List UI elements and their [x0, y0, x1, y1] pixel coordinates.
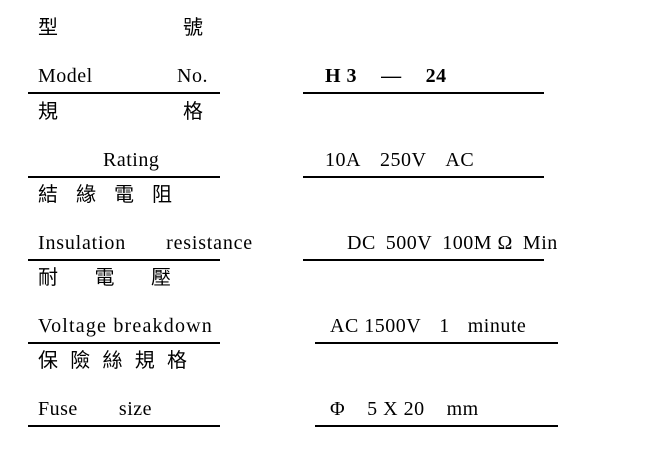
label-zh-part: 電 [94, 267, 115, 289]
label-en-part: Voltage breakdown [38, 315, 213, 337]
spec-value: AC 1500V 1 minute [330, 314, 526, 338]
label-en-part: No. [177, 65, 208, 87]
label-zh: 耐電壓 [38, 265, 171, 291]
value-cell: 10A 250V AC [303, 93, 544, 178]
value-part: 250V [379, 149, 427, 171]
value-part: AC 1500V [330, 315, 422, 337]
label-cell: 規格 Rating [28, 93, 220, 178]
value-part: minute [467, 315, 527, 337]
label-zh: 型號 [38, 15, 203, 41]
label-zh-part: 電 [114, 184, 134, 206]
label-zh-part: 壓 [151, 267, 171, 289]
label-en-part: size [118, 398, 152, 420]
value-part: 1 [439, 315, 450, 337]
label-cell: 結緣電阻 Insulation resistance [28, 176, 252, 261]
label-en: Rating [103, 148, 159, 172]
spec-value: Φ 5 X 20 mm [330, 397, 479, 421]
label-zh: 保險絲規格 [38, 348, 187, 374]
spec-row-rating: 規格 Rating 10A 250V AC [0, 93, 658, 178]
spec-value: H 3 — 24 [325, 64, 447, 88]
value-cell: DC 500V 100M Ω Min [303, 176, 557, 261]
label-en-part: Model [38, 65, 93, 87]
label-zh-part: 緣 [76, 184, 96, 206]
value-part: mm [446, 398, 479, 420]
label-cell: 型號 Model No. [28, 9, 220, 94]
spec-row-fuse-size: 保險絲規格 Fuse size Φ 5 X 20 mm [0, 342, 658, 427]
label-cell: 保險絲規格 Fuse size [28, 342, 220, 427]
value-part: 5 X 20 [367, 398, 425, 420]
label-en-part: Insulation [38, 232, 126, 254]
label-zh-part: 型 [38, 17, 58, 39]
value-part: — [381, 65, 402, 87]
label-cell: 耐 電 壓 Voltage breakdown [28, 259, 220, 344]
label-zh-part: 號 [183, 17, 203, 39]
label-en-part: Rating [103, 149, 160, 171]
label-zh-part: 保 [38, 350, 58, 372]
label-en-part: resistance [166, 232, 253, 254]
label-zh-part: 格 [167, 350, 187, 372]
label-zh-part: 耐 [38, 267, 58, 289]
label-zh-part: 阻 [152, 184, 172, 206]
label-zh-part: 絲 [102, 350, 123, 372]
value-cell: AC 1500V 1 minute [315, 259, 558, 344]
label-zh: 結緣電阻 [38, 182, 172, 208]
value-part: AC [445, 149, 475, 171]
label-zh: 規格 [38, 99, 203, 125]
label-en-part: Fuse [38, 398, 78, 420]
value-cell: Φ 5 X 20 mm [315, 342, 558, 427]
label-en: Voltage breakdown [38, 314, 213, 338]
label-zh-part: 險 [70, 350, 91, 372]
value-cell: H 3 — 24 [303, 9, 544, 94]
spec-row-insulation-resistance: 結緣電阻 Insulation resistance DC 500V 100M Ω Min [0, 176, 658, 261]
value-part: H 3 [325, 65, 358, 87]
spec-row-voltage-breakdown: 耐 電 壓 Voltage breakdown AC 1500V 1 minute [0, 259, 658, 344]
label-en: Fuse size [38, 397, 152, 421]
value-part: DC [347, 232, 376, 254]
value-part: 24 [425, 65, 447, 87]
spec-value: DC 500V 100M Ω Min [347, 231, 558, 255]
label-en: Insulation resistance [38, 231, 253, 255]
spec-value: 10A 250V AC [325, 148, 474, 172]
spec-row-model-no: 型號 Model No. H 3—24 [0, 9, 658, 94]
value-part: 10A [325, 149, 361, 171]
label-zh-part: 規 [134, 350, 155, 372]
label-zh-part: 格 [183, 101, 203, 123]
label-en: Model No. [38, 64, 208, 88]
value-part: 100M Ω [442, 232, 513, 254]
value-part: Φ [330, 398, 346, 420]
value-part: Min [522, 232, 558, 254]
value-part: 500V [385, 232, 433, 254]
label-zh-part: 規 [38, 101, 58, 123]
label-zh-part: 結 [38, 184, 58, 206]
